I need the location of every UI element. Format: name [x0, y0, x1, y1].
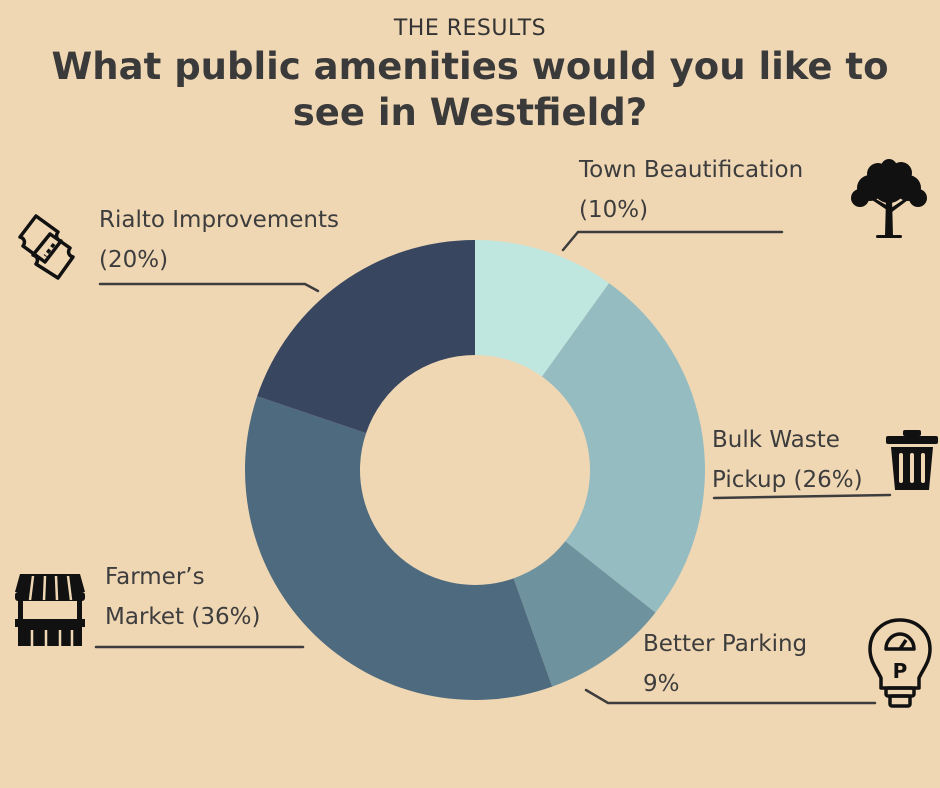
label-rialto-line1: Rialto Improvements — [99, 207, 339, 233]
label-parking-line1: Better Parking — [643, 631, 808, 657]
slice-rialto-improvements — [257, 240, 475, 434]
label-farmers-line2: Market (36%) — [105, 604, 261, 630]
label-town-line1: Town Beautification — [579, 157, 804, 183]
label-bulk-line1: Bulk Waste — [712, 427, 840, 453]
leader-line-parking — [584, 688, 877, 705]
label-bulk-line2: Pickup (26%) — [712, 467, 863, 493]
label-town-beautification: Town Beautification (10%) — [579, 150, 803, 230]
page-title: What public amenities would you like to … — [51, 45, 889, 134]
svg-text:P: P — [893, 659, 908, 683]
trash-can-icon — [886, 430, 938, 490]
leader-line-rialto — [98, 282, 320, 293]
label-town-line2: (10%) — [579, 197, 649, 223]
slice-better-parking — [513, 541, 656, 687]
slice-farmers-market — [244, 396, 553, 700]
label-farmers-line1: Farmer’s — [105, 564, 205, 590]
kicker: THE RESULTS — [393, 16, 547, 41]
leader-line-bulk — [712, 493, 892, 500]
label-farmers-market: Farmer’s Market (36%) — [105, 557, 260, 637]
slice-town-beautification — [475, 240, 610, 377]
tickets-icon — [18, 214, 75, 280]
label-parking-line2: 9% — [643, 671, 680, 697]
label-better-parking: Better Parking 9% — [643, 624, 807, 704]
market-stall-icon — [15, 574, 85, 646]
slice-bulk-waste-pickup — [542, 283, 705, 613]
label-rialto-line2: (20%) — [99, 247, 169, 273]
tree-icon — [851, 159, 927, 238]
label-rialto: Rialto Improvements (20%) — [99, 200, 339, 280]
label-bulk-waste: Bulk Waste Pickup (26%) — [712, 420, 863, 500]
leader-line-town — [561, 230, 784, 252]
parking-meter-icon: P — [868, 618, 932, 708]
